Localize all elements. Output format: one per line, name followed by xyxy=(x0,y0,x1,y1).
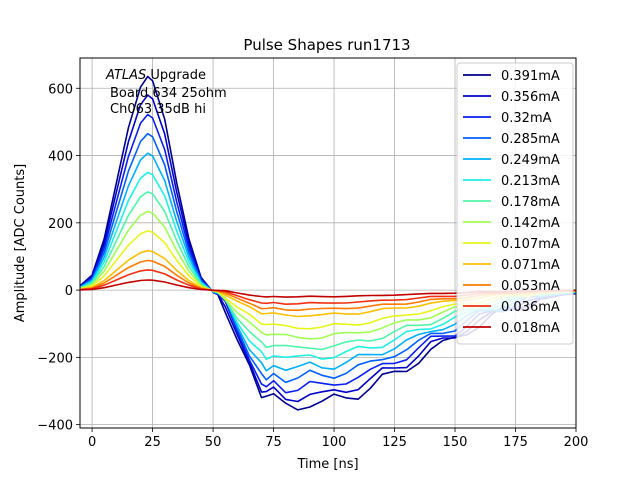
y-tick-label: 0 xyxy=(65,284,73,299)
legend-label: 0.391mA xyxy=(501,69,560,84)
plot-area-frame xyxy=(79,57,577,429)
x-tick-label: 100 xyxy=(322,435,347,450)
legend-label: 0.142mA xyxy=(501,216,560,231)
annotation-line-1: ATLAS Upgrade xyxy=(105,68,206,83)
x-tick-label: 50 xyxy=(205,435,222,450)
y-tick-label: 600 xyxy=(48,82,73,97)
x-tick-label: 125 xyxy=(382,435,407,450)
y-tick-label: 400 xyxy=(48,150,73,165)
chart-title: Pulse Shapes run1713 xyxy=(243,36,410,54)
annotation-line-3: Ch063 35dB hi xyxy=(110,102,206,117)
x-axis-label: Time [ns] xyxy=(296,457,358,472)
y-tick-label: −400 xyxy=(37,419,73,434)
legend-label: 0.249mA xyxy=(501,153,560,168)
legend-label: 0.018mA xyxy=(501,321,560,336)
ticks-layer: 0 25 50 75 100 125 150 175 200 −400 −200 0 200 400 600 xyxy=(37,82,588,450)
legend-label: 0.178mA xyxy=(501,195,560,210)
annotation-line-2: Board 634 25ohm xyxy=(110,86,227,101)
x-tick-label: 25 xyxy=(144,435,161,450)
x-tick-label: 200 xyxy=(564,435,589,450)
x-tick-label: 175 xyxy=(503,435,528,450)
legend-label: 0.356mA xyxy=(501,90,560,105)
legend: 0.391mA 0.356mA 0.32mA 0.285mA 0.249mA 0.213m… xyxy=(456,62,574,345)
x-tick-label: 0 xyxy=(88,435,96,450)
atlas-annotation: ATLAS Upgrade Board 634 25ohm Ch063 35dB… xyxy=(105,68,227,117)
legend-label: 0.213mA xyxy=(501,174,560,189)
annotation-atlas: ATLAS xyxy=(105,68,146,83)
x-tick-label: 75 xyxy=(265,435,282,450)
y-axis-label: Amplitude [ADC Counts] xyxy=(13,164,28,322)
legend-label: 0.053mA xyxy=(501,279,560,294)
legend-label: 0.107mA xyxy=(501,237,560,252)
y-tick-label: −200 xyxy=(37,351,73,366)
legend-label: 0.071mA xyxy=(501,258,560,273)
legend-label: 0.036mA xyxy=(501,300,560,315)
annotation-upgrade: Upgrade xyxy=(146,68,206,83)
legend-label: 0.32mA xyxy=(501,111,552,126)
legend-box xyxy=(456,62,574,345)
x-tick-label: 150 xyxy=(443,435,468,450)
y-tick-label: 200 xyxy=(48,217,73,232)
legend-label: 0.285mA xyxy=(501,132,560,147)
